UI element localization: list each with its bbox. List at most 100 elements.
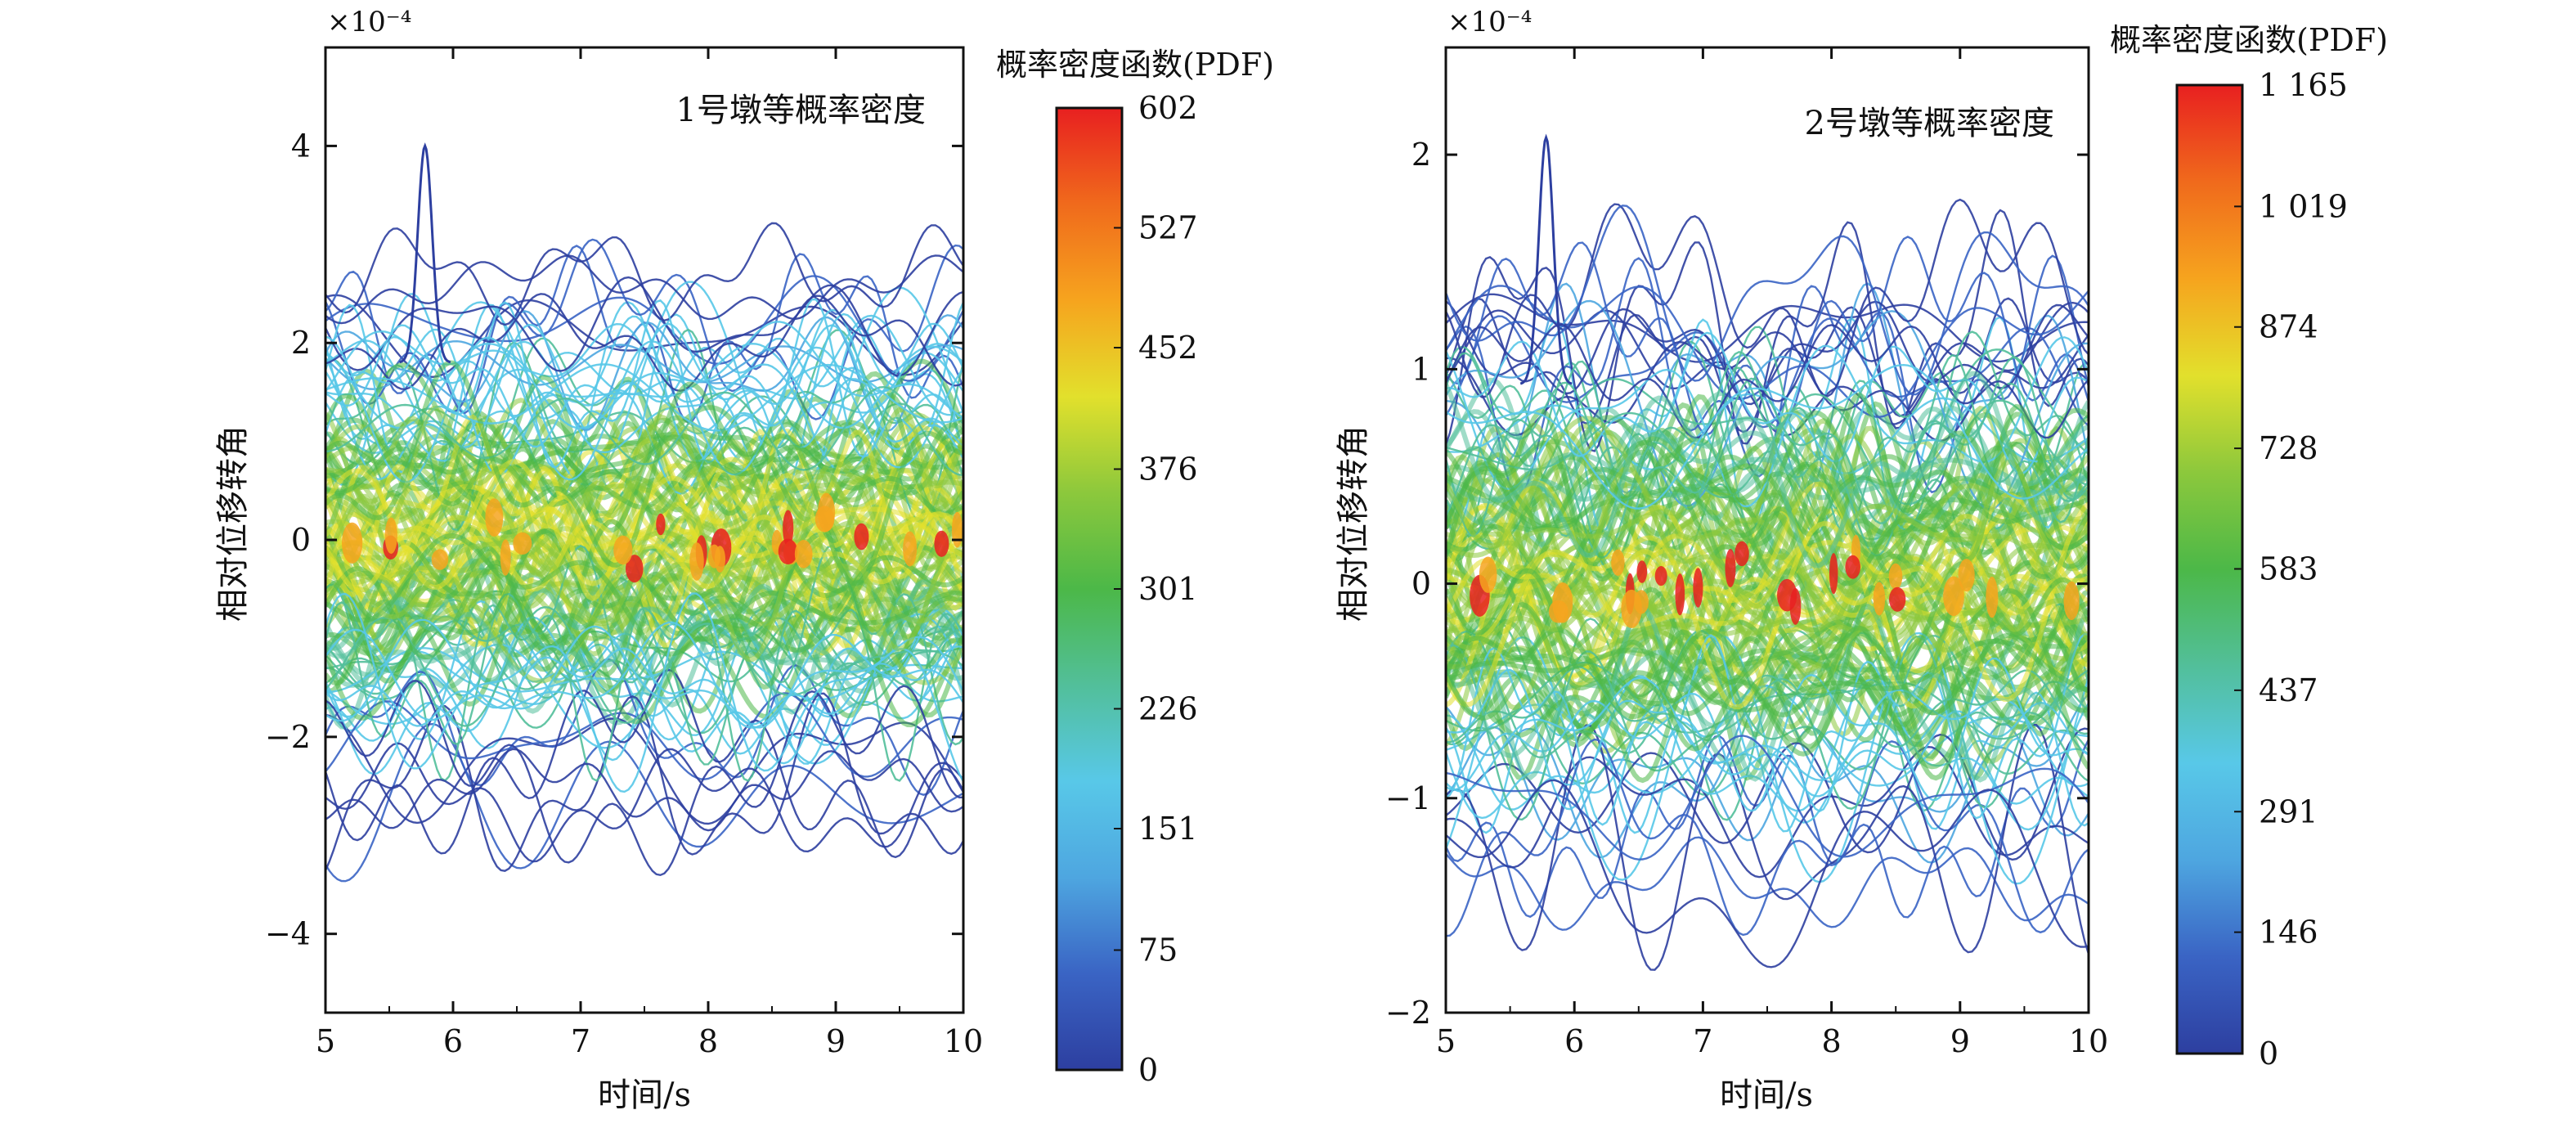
density-contour-line <box>1446 393 2089 506</box>
y-exponent-label: ×10⁻⁴ <box>327 6 411 38</box>
colorbar-tick-label: 1 165 <box>2259 67 2348 103</box>
colorbar-tick-label: 0 <box>2259 1036 2278 1072</box>
colorbar-tick-label: 602 <box>1138 90 1198 126</box>
y-tick-label: −1 <box>1385 780 1431 816</box>
density-contour-line <box>1446 363 2089 510</box>
y-tick-label: 2 <box>291 325 311 361</box>
y-axis-title: 相对位移转角 <box>214 425 252 622</box>
density-hotspot <box>513 532 532 555</box>
density-contour-line <box>1446 331 2089 474</box>
density-contour-line <box>325 561 963 627</box>
density-contour-line <box>1446 661 2089 740</box>
density-contour-line <box>1446 665 2089 748</box>
x-tick-label: 10 <box>944 1023 983 1059</box>
y-tick-label: −4 <box>265 916 311 952</box>
density-hotspot <box>1636 560 1648 583</box>
density-hotspot <box>1943 576 1964 617</box>
density-hotspot <box>1889 586 1906 612</box>
x-tick-label: 9 <box>826 1023 846 1059</box>
x-axis-pier-2: 5 6 7 8 9 10 <box>1436 47 2108 1059</box>
colorbar-tick-label: 527 <box>1138 210 1198 246</box>
density-contour-line <box>1446 198 2089 398</box>
density-contour-line <box>325 742 963 863</box>
density-contour-line <box>1446 371 2089 568</box>
density-contour-line <box>325 658 963 796</box>
density-hotspot <box>1552 582 1573 623</box>
colorbar-tick-label: 146 <box>2259 915 2318 950</box>
density-contour-line <box>325 625 963 729</box>
colorbar-tick-label: 0 <box>1138 1052 1158 1088</box>
density-contour-line <box>1446 636 2089 821</box>
density-hotspot <box>341 522 363 564</box>
y-tick-label: 0 <box>1411 566 1431 602</box>
density-hotspot <box>783 510 794 547</box>
colorbar <box>2177 85 2242 1054</box>
contour-field-pier-1 <box>325 142 963 883</box>
y-tick-label: 0 <box>291 522 311 558</box>
density-hotspot <box>1479 556 1497 593</box>
x-tick-label: 7 <box>1693 1023 1712 1059</box>
density-contour-line <box>325 577 963 698</box>
chart-title: 2号墩等概率密度 <box>1805 105 2054 142</box>
density-contour-line <box>1446 723 2089 971</box>
density-hotspot <box>707 544 721 568</box>
density-hotspot <box>384 517 397 555</box>
density-contour-line <box>1446 323 2089 439</box>
density-contour-line <box>325 322 963 449</box>
colorbar-tick-label: 728 <box>2259 430 2318 466</box>
density-contour-line <box>325 323 963 495</box>
x-tick-label: 8 <box>1822 1023 1842 1059</box>
density-contour-line <box>325 275 963 382</box>
density-contour-line <box>325 321 963 429</box>
x-tick-label: 6 <box>443 1023 463 1059</box>
chart-pier-2: 5 6 7 8 9 10 −2 −1 0 1 2 ×10⁻⁴ 2号墩等概率密度 时间/s 相对位移… <box>1335 6 2388 1114</box>
density-hotspot <box>778 538 798 564</box>
density-contour-line <box>325 592 963 793</box>
density-contour-line <box>1446 392 2089 568</box>
density-contour-line <box>325 564 963 660</box>
density-contour-line <box>325 342 963 429</box>
density-hotspot <box>1845 555 1860 579</box>
density-hotspot <box>1789 587 1802 625</box>
x-tick-label: 9 <box>1950 1023 1970 1059</box>
x-axis-pier-1: 5 6 7 8 9 10 <box>316 47 983 1059</box>
colorbar-ticks-pier-1: 0 75 151 226 301 376 452 527 602 <box>1114 90 1198 1088</box>
density-hotspot <box>1986 576 1999 618</box>
density-contour-line <box>325 722 963 883</box>
density-hotspot <box>1888 563 1903 590</box>
density-hotspot <box>1829 553 1838 595</box>
density-contour-line <box>325 254 963 325</box>
colorbar-tick-label: 291 <box>2259 793 2318 829</box>
density-hotspot <box>817 492 836 532</box>
density-contour-line <box>325 748 963 832</box>
density-contour-line <box>1446 326 2089 572</box>
density-hotspot <box>626 555 644 583</box>
density-hotspot <box>2063 581 2080 621</box>
density-contour-line <box>1446 745 2089 879</box>
density-contour-line <box>325 645 963 727</box>
x-tick-label: 5 <box>316 1023 335 1059</box>
colorbar-tick-label: 301 <box>1138 571 1198 607</box>
density-hotspot <box>1725 548 1736 588</box>
density-contour-line <box>1446 236 2089 436</box>
contour-field-pier-2 <box>1446 133 2089 971</box>
peak-contour-line <box>1519 133 1573 385</box>
density-contour-line <box>1446 657 2089 812</box>
x-tick-label: 6 <box>1564 1023 1584 1059</box>
density-contour-line <box>1446 204 2089 396</box>
density-contour-line <box>325 680 963 877</box>
density-contour-line <box>1446 558 2089 708</box>
density-contour-line <box>325 411 963 573</box>
density-contour-line <box>325 363 963 432</box>
density-hotspot <box>934 530 949 557</box>
density-contour-line <box>1446 377 2089 524</box>
y-axis-pier-1: −4 −2 0 2 4 <box>265 128 963 952</box>
density-hotspot <box>903 531 918 567</box>
y-tick-label: 2 <box>1411 137 1431 173</box>
colorbar-tick-label: 452 <box>1138 330 1198 366</box>
colorbar-tick-label: 1 019 <box>2259 188 2348 224</box>
density-contour-line <box>325 293 963 393</box>
x-tick-label: 7 <box>571 1023 590 1059</box>
x-axis-title: 时间/s <box>1720 1076 1813 1114</box>
density-hotspot <box>854 523 869 551</box>
